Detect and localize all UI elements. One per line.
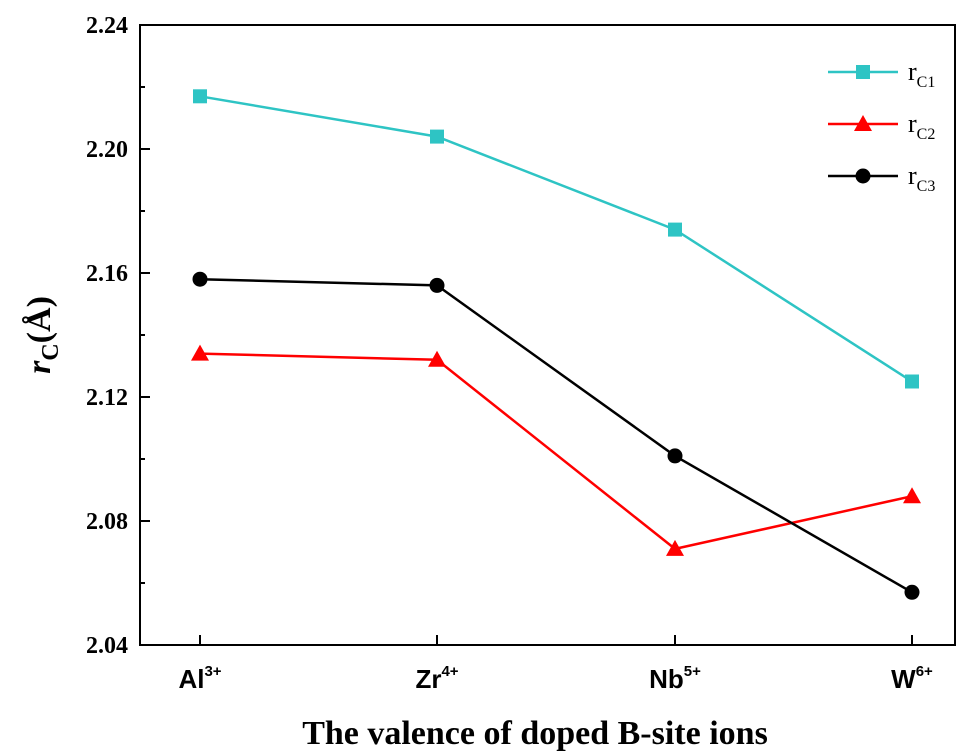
x-tick-label: Nb5+: [649, 663, 701, 694]
x-axis-ticks: Al3+ Zr4+ Nb5+ W6+: [178, 635, 933, 694]
legend-marker: [856, 65, 870, 79]
legend-label-subscript: C1: [917, 74, 936, 91]
data-point: 2.174: [668, 222, 682, 237]
y-axis-title: rC(Å): [21, 296, 64, 374]
y-tick-label: 2.20: [86, 137, 128, 163]
data-point: 2.156: [429, 277, 445, 293]
y-axis-title-italic: r: [21, 360, 58, 374]
legend-label-subscript: C2: [917, 126, 936, 143]
series-line: [199, 352, 913, 551]
legend-label: rC1: [908, 57, 935, 91]
y-axis-title-unit: (Å): [21, 296, 58, 343]
data-point: 2.158: [192, 271, 208, 287]
series-layer: 2.217 2.204 2.174 2.125 2.134 2.132 2.071 2.088…: [191, 89, 921, 600]
data-point: 2.071: [666, 539, 684, 556]
data-point: 2.132: [428, 350, 446, 367]
plot-frame: [139, 24, 956, 646]
legend-label: rC2: [908, 109, 935, 143]
series-rC1: 2.217 2.204 2.174 2.125: [193, 89, 919, 389]
legend-label-base: r: [908, 161, 917, 190]
x-tick-label-superscript: 6+: [916, 663, 933, 680]
x-tick-label-superscript: 4+: [441, 663, 458, 680]
data-point: 2.125: [905, 374, 919, 389]
y-axis-title-subscript: C: [38, 343, 64, 360]
legend-label: rC3: [908, 161, 935, 195]
data-point: 2.204: [430, 129, 444, 144]
x-tick-label-base: Al: [178, 664, 204, 694]
legend-label-subscript: C3: [917, 178, 936, 195]
y-tick-label: 2.12: [86, 385, 128, 411]
x-tick-label: Al3+: [178, 663, 221, 694]
y-tick-label: 2.04: [86, 633, 128, 659]
data-point: 2.134: [191, 344, 209, 361]
x-tick-label-base: Nb: [649, 664, 684, 694]
legend-label-base: r: [908, 109, 917, 138]
x-tick-label: Zr4+: [415, 663, 458, 694]
x-axis-title: The valence of doped B-site ions: [302, 715, 768, 752]
data-point: 2.101: [667, 448, 683, 464]
legend-marker: [855, 168, 871, 184]
x-tick-label: W6+: [891, 663, 933, 694]
series-rC2: 2.134 2.132 2.071 2.088: [191, 344, 921, 556]
y-tick-label: 2.24: [86, 13, 128, 39]
x-tick-label-base: Zr: [415, 664, 441, 694]
x-tick-label-superscript: 5+: [684, 663, 701, 680]
legend-label-base: r: [908, 57, 917, 86]
data-point: 2.057: [904, 584, 920, 600]
y-axis-ticks: 2.04 2.08 2.12 2.16 2.20 2.24: [86, 13, 150, 659]
y-tick-label: 2.16: [86, 261, 128, 287]
data-point: 2.217: [193, 89, 207, 104]
y-tick-label: 2.08: [86, 509, 128, 535]
legend-marker: [854, 115, 872, 131]
series-line: [199, 277, 913, 594]
x-tick-label-superscript: 3+: [204, 663, 221, 680]
data-point: 2.088: [903, 487, 921, 504]
series-line: [199, 95, 913, 383]
series-rC3: 2.158 2.156 2.101 2.057: [192, 271, 920, 600]
x-tick-label-base: W: [891, 664, 916, 694]
